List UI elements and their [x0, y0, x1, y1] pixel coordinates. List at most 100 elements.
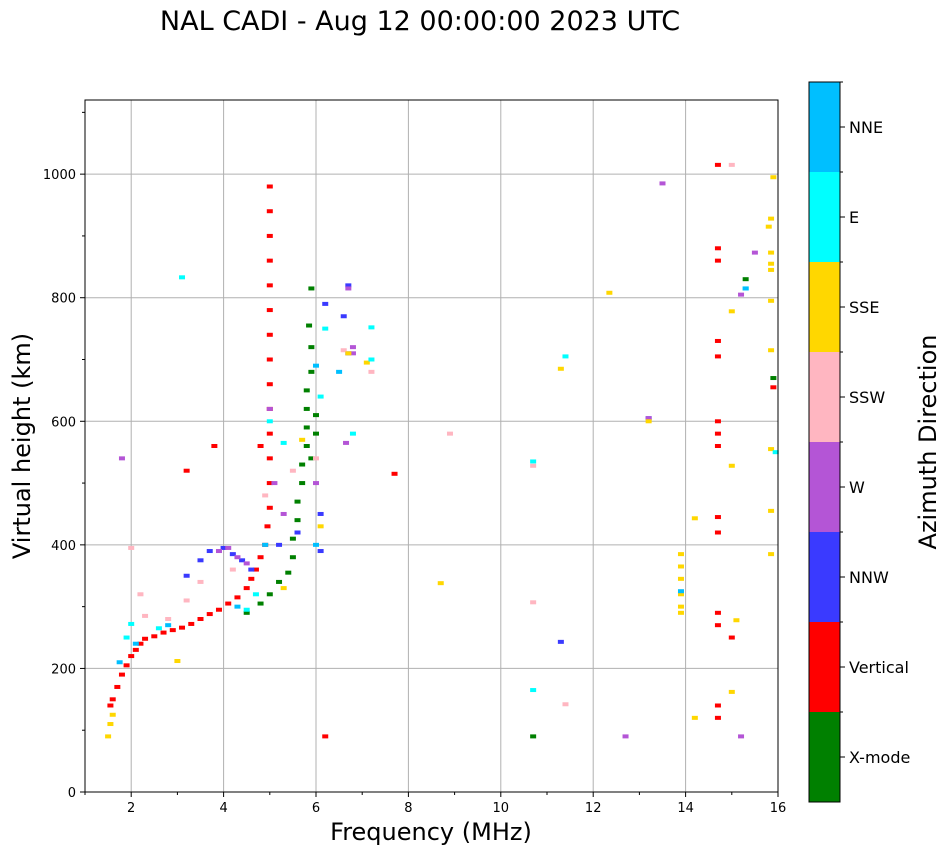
echo-point-x-mode [313, 413, 319, 418]
echo-point-vertical [714, 431, 721, 436]
colorbar-tick-label: W [849, 478, 865, 497]
echo-point-x-mode [285, 570, 292, 575]
echo-point-nne [742, 286, 749, 291]
echo-point-x-mode [257, 601, 264, 606]
echo-point-vertical [132, 647, 139, 652]
chart-title: NAL CADI - Aug 12 00:00:00 2023 UTC [159, 6, 681, 37]
echo-point-sse [691, 516, 698, 521]
echo-point-nne [336, 369, 343, 374]
echo-point-vertical [114, 684, 121, 689]
echo-point-vertical [264, 524, 271, 529]
echo-point-x-mode [243, 610, 250, 615]
echo-point-nnw [206, 549, 213, 554]
echo-point-vertical [714, 530, 721, 535]
echo-point-sse [768, 298, 775, 303]
echo-point-nne [116, 660, 123, 665]
y-tick-label: 200 [51, 662, 76, 677]
colorbar-tick-label: SSW [849, 388, 885, 407]
echo-point-w [266, 406, 273, 411]
echo-point-sse [728, 309, 735, 314]
echo-point-w [349, 351, 356, 356]
colorbar-tick-label: SSE [849, 298, 879, 317]
echo-point-e [252, 592, 259, 597]
echo-point-ssw [340, 348, 347, 353]
y-tick-label: 0 [68, 786, 76, 801]
echo-point-e [368, 325, 375, 330]
echo-point-vertical [714, 258, 721, 263]
echo-point-vertical [257, 555, 264, 560]
echo-point-nnw [340, 314, 347, 319]
x-tick-label: 12 [585, 801, 602, 816]
echo-point-x-mode [303, 444, 310, 448]
echo-point-vertical [714, 610, 721, 615]
echo-point-vertical [151, 634, 158, 639]
echo-point-sse [768, 447, 775, 452]
y-axis-label: Virtual height (km) [8, 333, 36, 559]
echo-point-nnw [345, 283, 352, 288]
echo-point-vertical [160, 630, 167, 635]
echo-point-sse [345, 351, 352, 356]
echo-point-vertical [257, 444, 264, 448]
echo-point-e [243, 607, 250, 612]
echo-point-sse [768, 261, 775, 266]
echo-point-e [562, 354, 569, 359]
echo-point-x-mode [308, 369, 315, 374]
echo-point-vertical [252, 567, 259, 572]
echo-point-ssw [530, 600, 537, 605]
echo-point-vertical [714, 162, 721, 167]
echo-point-ssw [128, 545, 135, 550]
echo-point-sse [691, 715, 698, 720]
echo-point-vertical [266, 283, 273, 288]
echo-point-vertical [211, 444, 218, 448]
echo-point-sse [677, 564, 684, 569]
colorbar-tick-label: Vertical [849, 658, 909, 677]
echo-point-nne [234, 604, 241, 609]
echo-point-vertical [248, 576, 255, 581]
echo-point-x-mode [303, 388, 310, 393]
echo-point-w [118, 456, 125, 461]
echo-point-vertical [770, 385, 777, 390]
echo-point-e [530, 688, 537, 693]
colorbar-frame [808, 81, 841, 803]
echo-point-x-mode [294, 499, 301, 504]
echo-point-x-mode [308, 345, 315, 350]
echo-point-sse [677, 576, 684, 581]
echo-point-ssw [142, 613, 149, 618]
echo-point-sse [437, 581, 444, 586]
echo-point-sse [677, 552, 684, 557]
echo-point-vertical [266, 357, 273, 362]
echo-point-sse [768, 508, 775, 513]
colorbar-segment-vertical [809, 622, 840, 712]
echo-point-e [530, 459, 537, 464]
echo-point-nnw [322, 301, 329, 306]
echo-point-w [645, 416, 652, 421]
echo-point-vertical [179, 625, 186, 630]
echo-point-nnw [317, 511, 324, 516]
echo-point-ssw [229, 567, 236, 572]
echo-point-sse [677, 592, 684, 597]
echo-point-e [179, 275, 186, 280]
colorbar-label: Azimuth Direction [914, 335, 942, 550]
echo-point-e [349, 431, 356, 436]
echo-point-nnw [248, 567, 255, 572]
echo-point-ssw [165, 617, 172, 621]
echo-point-vertical [128, 654, 135, 659]
echo-point-ssw [530, 463, 537, 468]
echo-point-vertical [215, 607, 222, 612]
echo-point-sse [765, 224, 772, 229]
echo-point-vertical [142, 636, 149, 641]
echo-point-vertical [391, 471, 398, 476]
y-tick-label: 400 [51, 539, 76, 554]
echo-point-w [313, 481, 319, 486]
echo-point-sse [317, 524, 324, 529]
echo-point-vertical [123, 663, 130, 668]
echo-point-sse [363, 360, 370, 365]
colorbar-tick-label: E [849, 208, 859, 227]
echo-point-w [280, 511, 287, 516]
echo-point-w [738, 734, 745, 739]
echo-point-x-mode [308, 456, 315, 461]
echo-point-vertical [266, 308, 273, 313]
echo-point-vertical [714, 338, 721, 343]
echo-point-vertical [118, 672, 125, 677]
